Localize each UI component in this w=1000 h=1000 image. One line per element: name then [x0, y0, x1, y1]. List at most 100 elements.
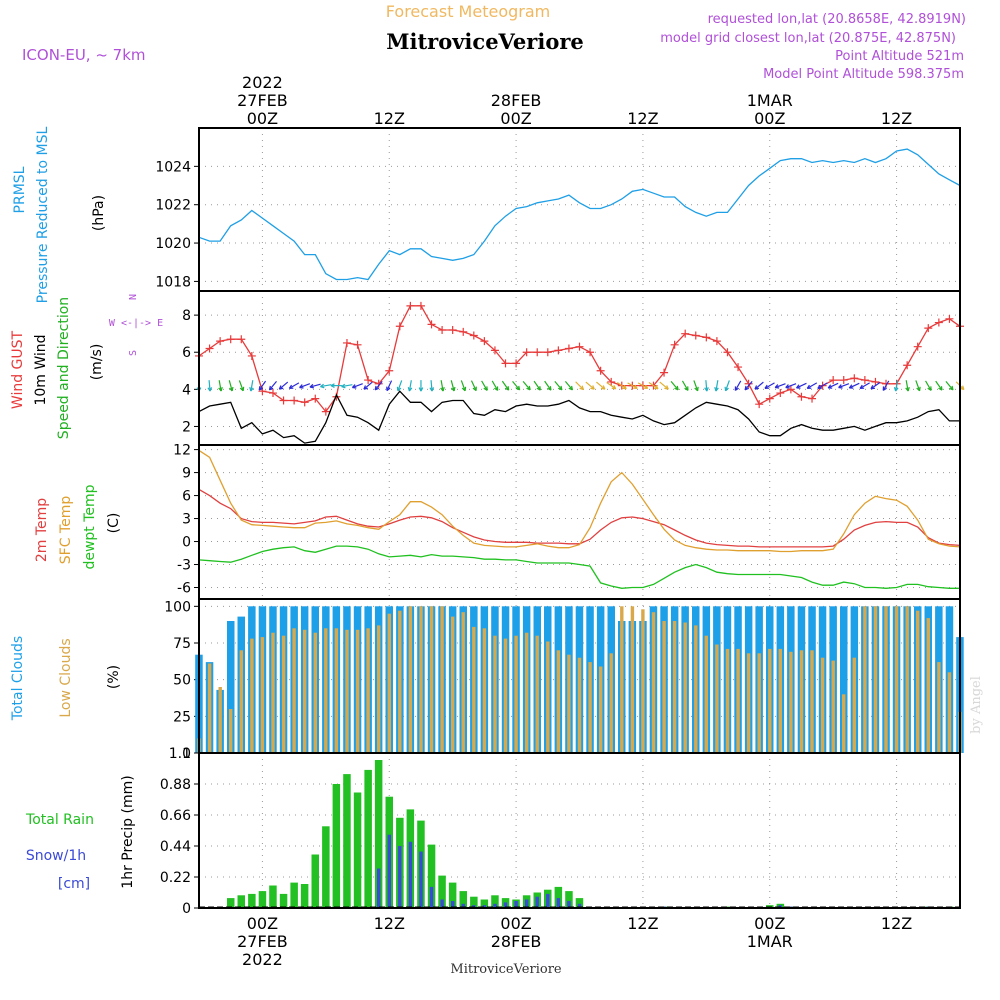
wind-arrow-head	[694, 386, 699, 392]
bar-low-clouds	[694, 625, 698, 753]
gust-marker	[554, 346, 563, 355]
series-line-prmsl	[198, 148, 961, 281]
bar-snow-1h	[387, 834, 391, 908]
y-tick-label: 0.44	[160, 839, 191, 855]
bar-total-rain	[311, 854, 319, 908]
bar-total-clouds	[840, 606, 848, 753]
wind-direction-arrow	[408, 380, 412, 392]
bar-low-clouds	[683, 622, 687, 753]
top-time-label: 12Z	[374, 109, 405, 128]
wind-arrow-head	[547, 386, 552, 391]
gust-marker	[776, 389, 785, 398]
wind-arrow-head	[440, 387, 445, 392]
bar-low-clouds	[514, 635, 518, 753]
gust-marker	[311, 394, 320, 403]
clouds-unit: (%)	[106, 665, 122, 689]
wind-direction-arrow	[320, 384, 332, 388]
bar-low-clouds	[377, 625, 381, 753]
bar-low-clouds	[503, 638, 508, 753]
snow-label: Snow/1h	[26, 848, 86, 864]
bar-total-rain	[470, 896, 478, 908]
bottom-time-label: 28FEB	[491, 932, 542, 951]
bar-low-clouds	[641, 609, 645, 753]
wind-arrow-head	[229, 386, 234, 392]
wind-arrow-head	[916, 386, 921, 392]
wind-direction-arrow	[849, 382, 860, 389]
bar-low-clouds	[672, 621, 677, 753]
y-tick-label: 1018	[155, 274, 191, 290]
y-tick-label: 0.22	[160, 870, 191, 886]
wind-arrow-head	[330, 383, 335, 388]
wind-arrow-head	[515, 385, 521, 391]
wind-direction-arrow	[460, 380, 466, 392]
gust-marker	[512, 359, 521, 368]
y-tick-label: 1020	[155, 236, 191, 252]
gust-marker	[786, 385, 795, 394]
gust-marker	[913, 342, 922, 351]
top-time-label: 12Z	[881, 109, 912, 128]
bar-total-rain	[322, 826, 330, 908]
bar-total-rain	[554, 886, 563, 908]
bar-total-rain	[343, 774, 351, 908]
compass-ew: W <-|-> E	[109, 318, 163, 329]
bar-total-rain	[438, 875, 446, 908]
gust-marker	[712, 337, 721, 346]
footer-station: MitroviceVeriore	[450, 962, 562, 977]
bar-low-clouds	[451, 616, 455, 753]
gust-marker	[903, 361, 912, 370]
wind-arrow-head	[483, 386, 488, 391]
bar-low-clouds	[746, 653, 751, 753]
bar-low-clouds	[704, 635, 708, 753]
bar-snow-1h	[525, 899, 529, 908]
gust-marker	[808, 394, 817, 403]
gust-marker	[237, 335, 246, 344]
wind-direction-arrow	[606, 381, 617, 390]
gust-marker	[290, 396, 299, 405]
wind-direction-arrow	[250, 380, 254, 392]
bar-low-clouds	[894, 606, 899, 753]
wind-direction-arrow	[796, 382, 807, 389]
gust-marker	[226, 335, 235, 344]
bar-total-rain	[575, 898, 584, 908]
bar-low-clouds	[207, 663, 212, 753]
prmsl-label: PRMSL	[12, 166, 28, 213]
wind-direction-arrow	[785, 383, 797, 389]
wind-direction-arrow	[744, 381, 753, 391]
wind-arrow-head	[600, 385, 606, 390]
bar-snow-1h	[461, 903, 465, 908]
gust-marker	[427, 320, 436, 329]
y-tick-label: 1024	[155, 159, 191, 175]
bar-snow-1h	[514, 901, 518, 908]
bar-snow-1h	[398, 846, 402, 908]
bar-snow-1h	[493, 903, 497, 908]
bottom-time-label: 1MAR	[747, 932, 793, 951]
wind-arrow-head	[734, 386, 739, 391]
bar-low-clouds	[546, 641, 550, 753]
bar-low-clouds	[355, 629, 360, 753]
bar-low-clouds	[630, 606, 635, 753]
wind-arrow-head	[374, 385, 380, 391]
gust-marker	[850, 374, 859, 383]
wind-direction-arrow	[585, 381, 595, 390]
bar-total-rain	[258, 891, 267, 908]
wind-direction-arrow	[637, 382, 648, 389]
wind-direction-arrow	[278, 381, 289, 390]
y-tick-label: 0.66	[160, 808, 191, 824]
wind-arrow-head	[207, 387, 213, 392]
bar-low-clouds	[313, 632, 317, 753]
y-tick-label: 0.88	[160, 777, 191, 793]
wind-direction-arrow	[945, 381, 954, 391]
y-tick-label: 1022	[155, 198, 191, 214]
bar-low-clouds	[905, 606, 909, 753]
gust-marker	[353, 340, 362, 349]
bar-total-rain	[300, 884, 309, 908]
wind-arrow-head	[848, 384, 854, 389]
wind-direction-arrow	[374, 381, 383, 391]
wind-arrow-head	[536, 386, 541, 391]
bar-total-rain	[290, 882, 298, 908]
bar-low-clouds	[873, 606, 878, 753]
bottom-time-label: 12Z	[627, 914, 658, 933]
wind-direction-arrow	[648, 381, 659, 390]
wind-arrow-head	[504, 386, 510, 391]
